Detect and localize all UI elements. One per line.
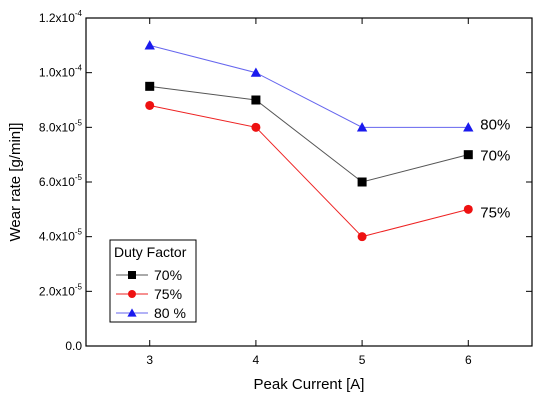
data-point (250, 67, 262, 77)
data-point (145, 81, 155, 91)
data-point (145, 100, 155, 110)
legend-marker (128, 271, 136, 279)
y-axis-title: Wear rate [g/min]] (7, 123, 24, 242)
data-point (144, 40, 155, 50)
x-axis-title: Peak Current [A] (254, 376, 365, 393)
series-0 (145, 81, 473, 187)
y-tick-label: 1.0x10-4 (39, 64, 83, 80)
series-line (149, 85, 469, 183)
series-layer (144, 40, 474, 242)
data-point (357, 232, 367, 242)
y-tick-label: 1.2x10-4 (39, 9, 83, 25)
y-tick-label: 8.0x10-5 (39, 118, 83, 134)
y-tick-label: 0.0 (65, 339, 82, 353)
end-label: 80% (480, 116, 510, 133)
x-tick-label: 5 (359, 353, 366, 367)
y-tick-label: 4.0x10-5 (39, 228, 83, 244)
data-point (251, 122, 261, 132)
legend-label: 70% (154, 267, 182, 283)
legend: Duty Factor 70% 75% 80 % (109, 239, 197, 323)
legend-title: Duty Factor (114, 244, 187, 260)
data-point (463, 150, 473, 160)
end-label: 75% (480, 204, 510, 221)
end-label: 70% (480, 148, 510, 165)
x-tick-label: 4 (253, 353, 260, 367)
legend-marker (128, 290, 136, 298)
data-point (356, 122, 368, 132)
series-1 (145, 100, 473, 242)
axes: 3 4 5 6 0.0 2.0x10-5 4.0x10-5 6.0x10-5 8.0x10-5 1… (39, 9, 533, 367)
x-tick-label: 6 (465, 353, 472, 367)
legend-label: 80 % (154, 305, 186, 321)
end-labels: 70% 75% 80% (480, 116, 510, 221)
y-tick-label: 2.0x10-5 (39, 282, 83, 298)
series-2 (144, 40, 474, 132)
legend-label: 75% (154, 286, 182, 302)
legend-box (109, 239, 197, 323)
data-point (357, 177, 367, 187)
legend-marker (127, 308, 137, 317)
data-point (463, 204, 473, 214)
data-point (251, 95, 261, 105)
series-line (149, 104, 469, 238)
series-line (149, 44, 469, 128)
data-point (463, 122, 474, 132)
y-tick-label: 6.0x10-5 (39, 173, 83, 189)
x-tick-label: 3 (146, 353, 153, 367)
